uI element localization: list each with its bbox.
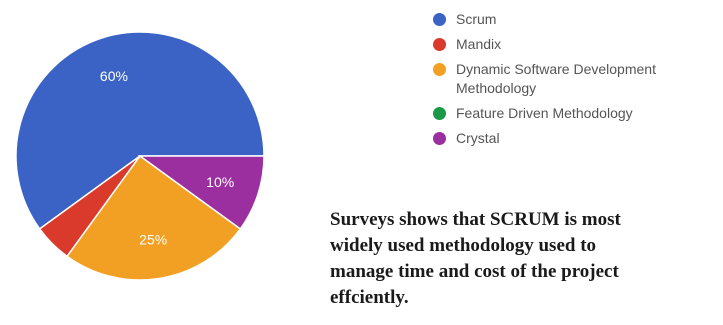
legend-item-crystal: Crystal bbox=[433, 129, 718, 148]
survey-note-line-1: Surveys shows that SCRUM is most bbox=[330, 209, 621, 230]
legend-swatch-dsdm bbox=[433, 63, 446, 76]
legend-label-dsdm-line-1: Dynamic Software Development bbox=[456, 61, 656, 77]
pie-label-scrum: 60% bbox=[100, 68, 128, 84]
legend-swatch-fdm bbox=[433, 107, 446, 120]
legend-item-fdm: Feature Driven Methodology bbox=[433, 104, 718, 123]
legend-label-crystal: Crystal bbox=[456, 130, 500, 146]
legend-item-scrum: Scrum bbox=[433, 10, 718, 29]
legend-label-dsdm: Dynamic Software Development Methodology bbox=[456, 60, 656, 98]
legend: Scrum Mandix Dynamic Software Developmen… bbox=[433, 10, 718, 154]
pie-slice-scrum bbox=[15, 31, 265, 230]
pie-label-dynamic-software-development-methodology: 25% bbox=[139, 231, 167, 247]
survey-note-line-4: effciently. bbox=[330, 287, 409, 308]
survey-note: Surveys shows that SCRUM is most widely … bbox=[330, 207, 718, 311]
legend-swatch-mandix bbox=[433, 38, 446, 51]
legend-label-dsdm-line-2: Methodology bbox=[456, 80, 537, 96]
survey-note-line-3: manage time and cost of the project bbox=[330, 261, 619, 282]
legend-swatch-crystal bbox=[433, 132, 446, 145]
pie-label-crystal: 10% bbox=[206, 174, 234, 190]
legend-label-scrum: Scrum bbox=[456, 11, 497, 27]
survey-note-line-2: widely used methodology used to bbox=[330, 235, 597, 256]
legend-item-dsdm: Dynamic Software Development Methodology bbox=[433, 60, 718, 98]
legend-label-fdm: Feature Driven Methodology bbox=[456, 105, 633, 121]
pie-slice-crystal bbox=[137, 155, 265, 230]
legend-label-mandix: Mandix bbox=[456, 36, 502, 52]
pie-slice-dynamic-software-development-methodology bbox=[66, 154, 242, 281]
legend-swatch-scrum bbox=[433, 13, 446, 26]
legend-item-mandix: Mandix bbox=[433, 35, 718, 54]
pie-chart: 60% 25% 10% bbox=[15, 31, 265, 281]
